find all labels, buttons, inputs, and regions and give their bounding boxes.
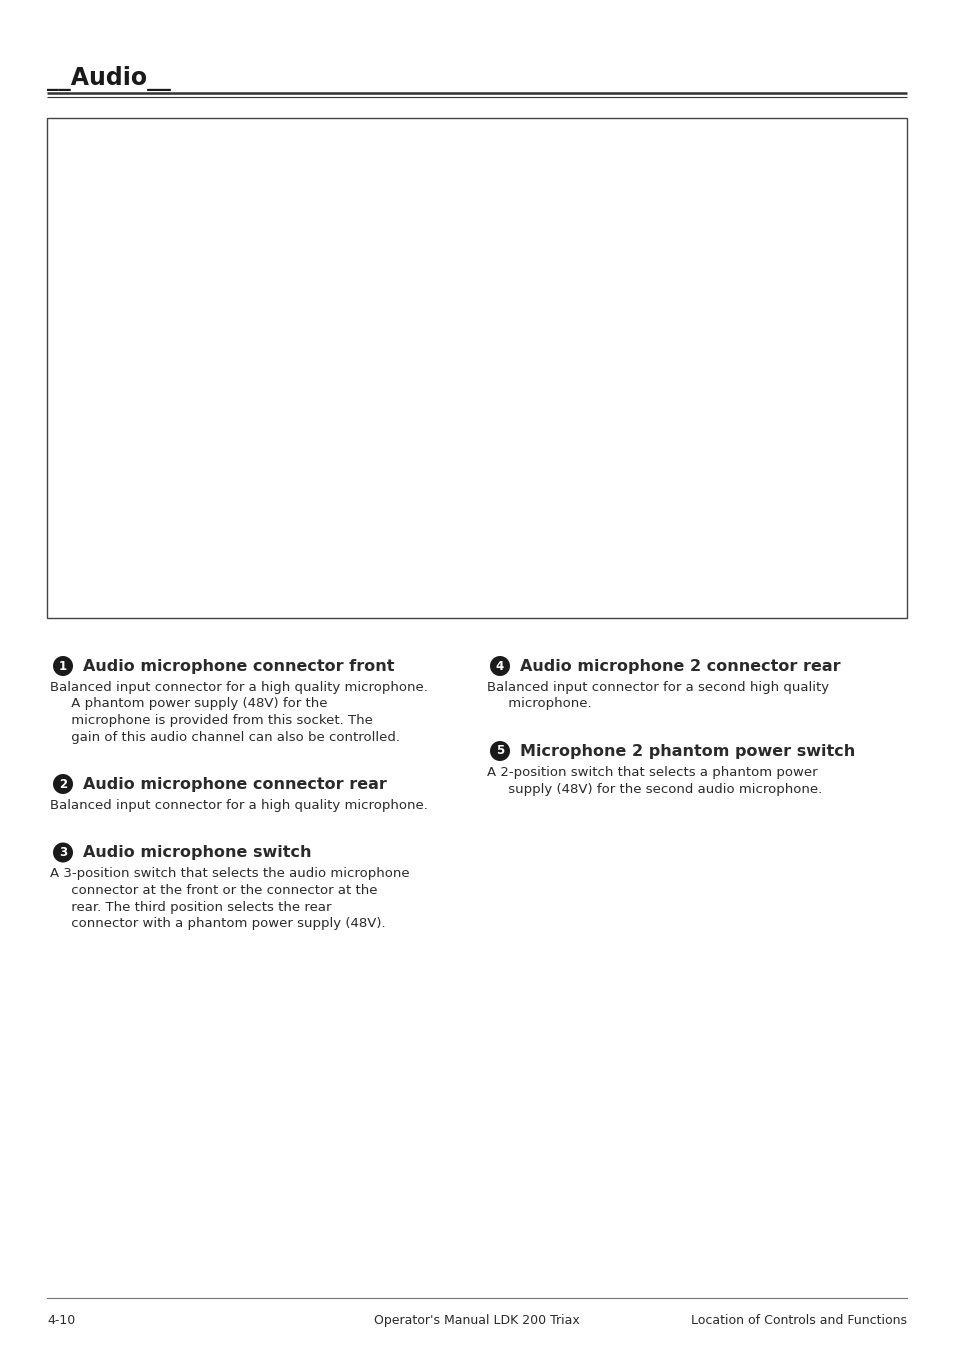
Text: A 2-position switch that selects a phantom power: A 2-position switch that selects a phant…	[486, 766, 817, 780]
Text: Microphone 2 phantom power switch: Microphone 2 phantom power switch	[519, 744, 854, 759]
Circle shape	[53, 774, 73, 794]
Text: __Audio__: __Audio__	[47, 66, 171, 91]
Text: connector with a phantom power supply (48V).: connector with a phantom power supply (4…	[50, 917, 385, 929]
Text: Audio microphone connector rear: Audio microphone connector rear	[83, 777, 387, 792]
Text: A 3-position switch that selects the audio microphone: A 3-position switch that selects the aud…	[50, 867, 409, 881]
Text: gain of this audio channel can also be controlled.: gain of this audio channel can also be c…	[50, 731, 399, 743]
Text: Balanced input connector for a high quality microphone.: Balanced input connector for a high qual…	[50, 798, 428, 812]
Text: 4-10: 4-10	[47, 1315, 75, 1327]
Circle shape	[53, 843, 73, 862]
Text: 2: 2	[59, 777, 67, 790]
Text: 1: 1	[59, 659, 67, 673]
Text: A phantom power supply (48V) for the: A phantom power supply (48V) for the	[50, 697, 327, 711]
Text: rear. The third position selects the rear: rear. The third position selects the rea…	[50, 901, 331, 913]
Text: Balanced input connector for a high quality microphone.: Balanced input connector for a high qual…	[50, 681, 428, 694]
Text: Audio microphone 2 connector rear: Audio microphone 2 connector rear	[519, 659, 840, 674]
Text: supply (48V) for the second audio microphone.: supply (48V) for the second audio microp…	[486, 782, 821, 796]
Text: microphone is provided from this socket. The: microphone is provided from this socket.…	[50, 713, 373, 727]
Text: microphone.: microphone.	[486, 697, 591, 711]
Text: Audio microphone connector front: Audio microphone connector front	[83, 659, 395, 674]
Text: Audio microphone switch: Audio microphone switch	[83, 846, 312, 861]
Text: 5: 5	[496, 744, 503, 758]
Text: connector at the front or the connector at the: connector at the front or the connector …	[50, 884, 377, 897]
Circle shape	[53, 657, 73, 676]
Circle shape	[490, 740, 510, 761]
Text: 3: 3	[59, 846, 67, 859]
Circle shape	[490, 657, 510, 676]
Text: 4: 4	[496, 659, 503, 673]
Bar	[47, 118, 906, 617]
Text: Operator's Manual LDK 200 Triax: Operator's Manual LDK 200 Triax	[374, 1315, 579, 1327]
Text: Location of Controls and Functions: Location of Controls and Functions	[690, 1315, 906, 1327]
Text: Balanced input connector for a second high quality: Balanced input connector for a second hi…	[486, 681, 828, 694]
